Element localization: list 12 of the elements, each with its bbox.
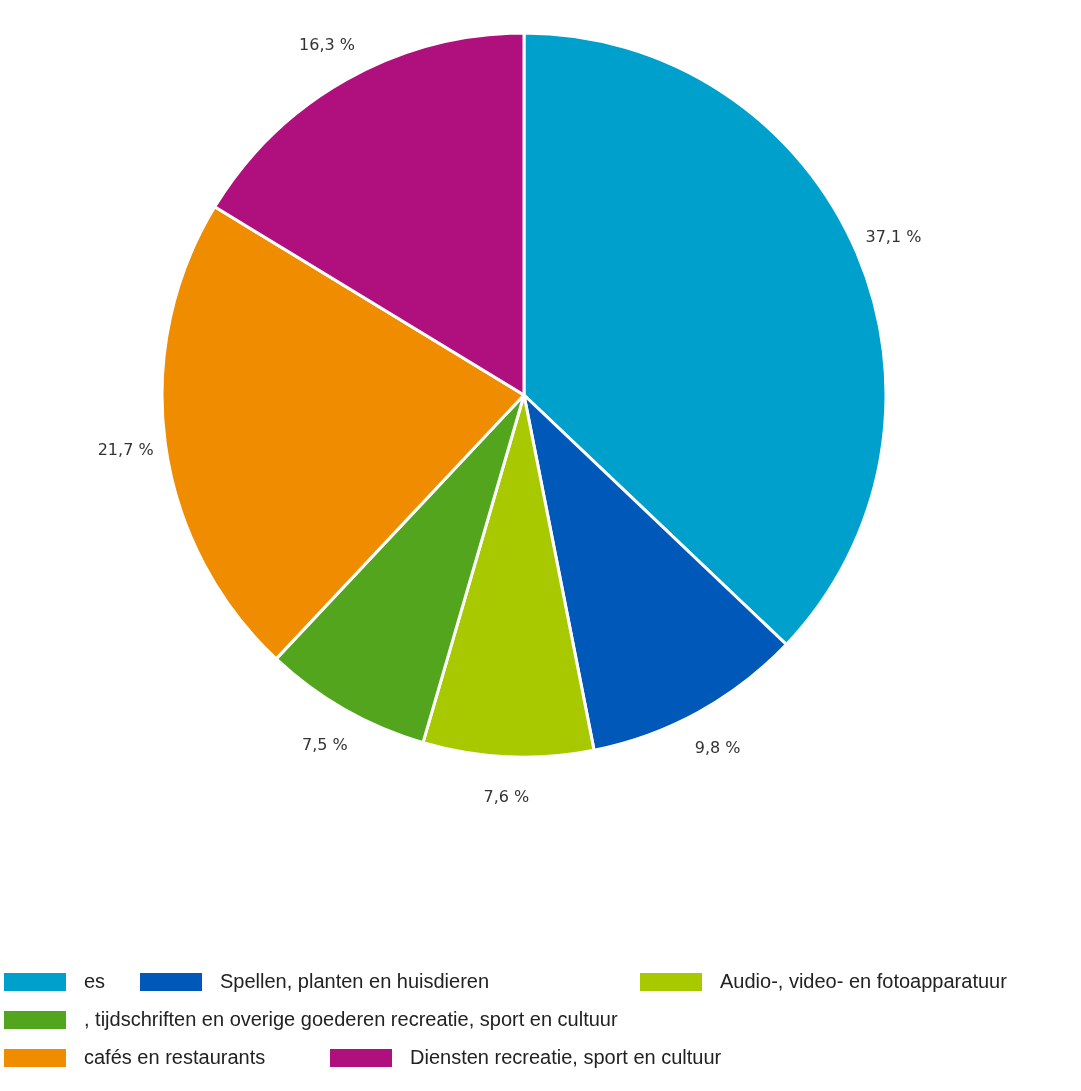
data-label: 37,1 % — [865, 227, 922, 247]
legend-label: Diensten recreatie, sport en cultuur — [410, 1046, 722, 1069]
data-label: 21,7 % — [97, 439, 154, 459]
data-label: 9,8 % — [694, 737, 741, 757]
legend-label: cafés en restaurants — [84, 1046, 266, 1069]
data-label: 7,6 % — [483, 787, 530, 807]
legend-label: es — [84, 970, 106, 993]
data-label: 7,5 % — [301, 734, 348, 754]
legend-label: Spellen, planten en huisdieren — [220, 970, 490, 993]
data-label: 16,3 % — [299, 35, 355, 55]
legend-label: Audio-, video- en fotoapparatuur — [720, 970, 1007, 993]
legend-label: , tijdschriften en overige goederen recreatie, sport en cultuur — [84, 1008, 618, 1031]
